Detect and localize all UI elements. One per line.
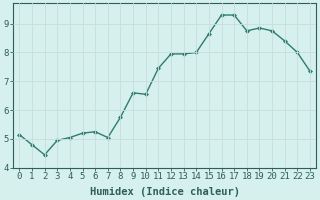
X-axis label: Humidex (Indice chaleur): Humidex (Indice chaleur): [90, 186, 240, 197]
